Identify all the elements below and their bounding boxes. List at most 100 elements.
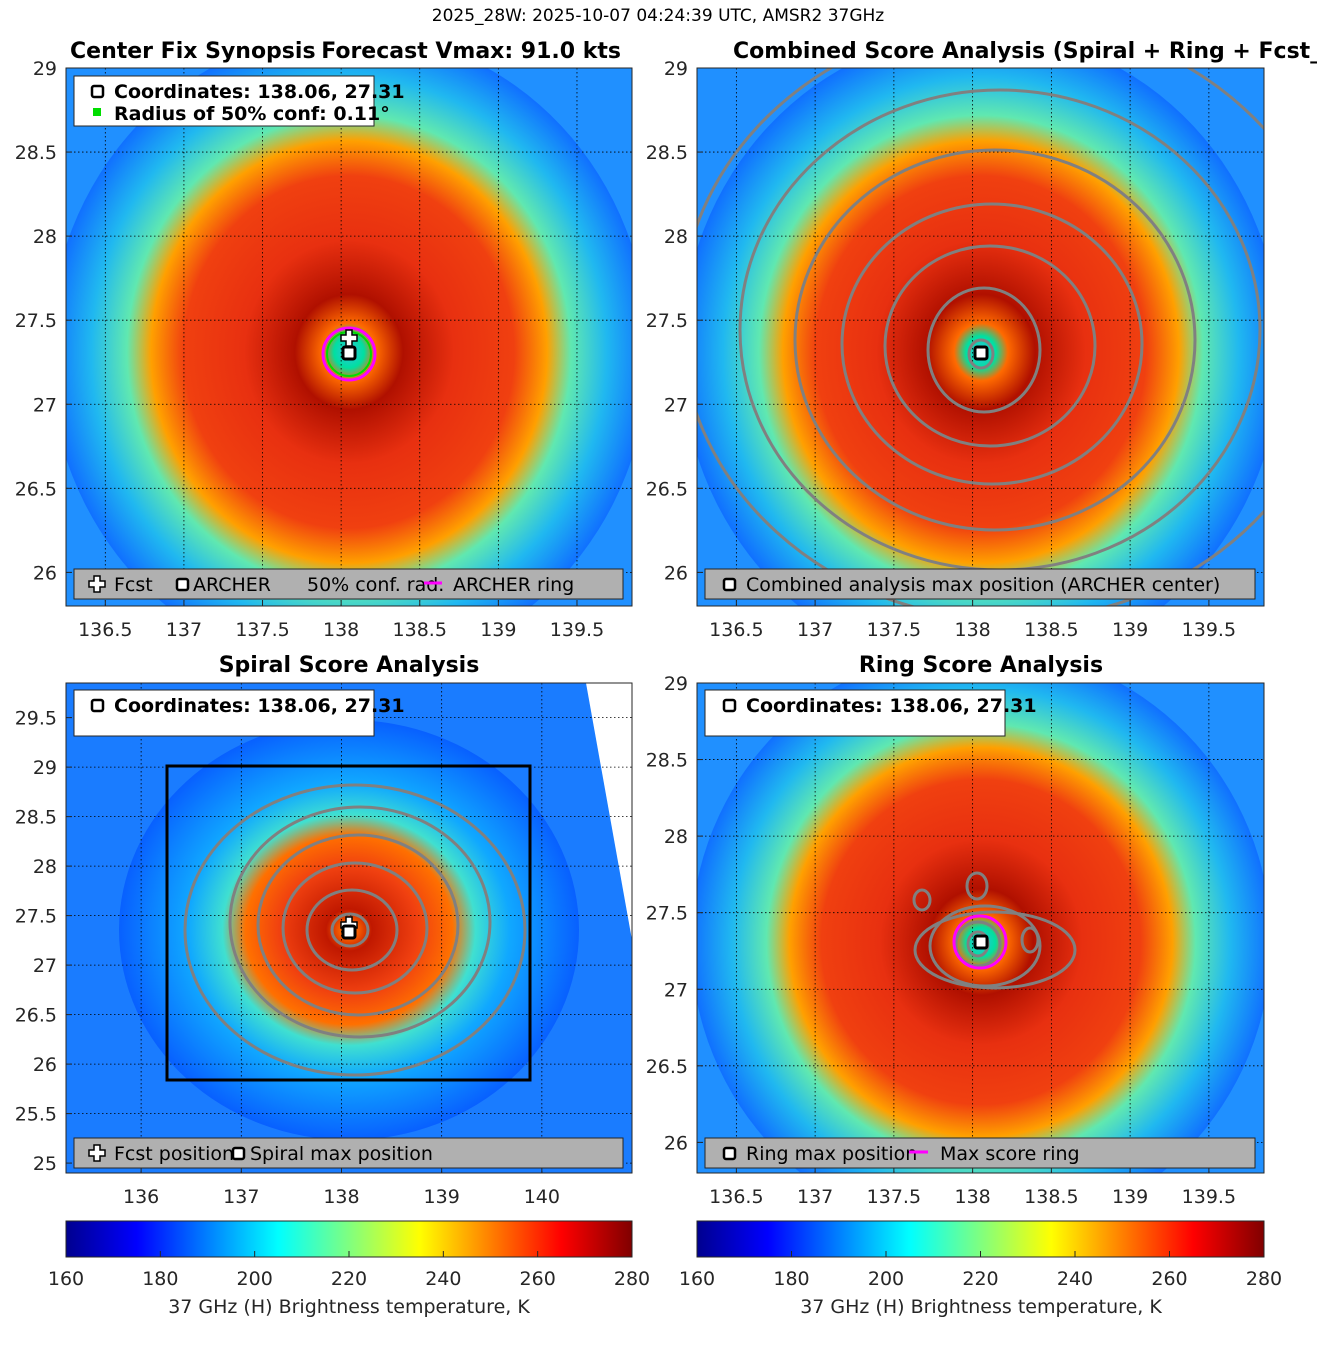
x-tick-label: 138.5 [1024, 1186, 1078, 1208]
spiral-panel: Spiral Score Analysis 136 137 138 139 140 25 2… [15, 653, 633, 1208]
legend-ring-max-label: Ring max position [746, 1143, 917, 1165]
spiral-search-box [165, 764, 532, 1082]
contour [913, 910, 1077, 990]
legend-archer-icon [175, 577, 190, 592]
contour [883, 244, 1097, 448]
y-tick-label: 26 [33, 1054, 57, 1076]
contour [281, 861, 429, 995]
y-tick-label: 26 [664, 562, 688, 584]
x-tick-label: 139 [480, 619, 516, 641]
colorbar-left-ticks: 160 180 200 220 240 260 280 [48, 1251, 650, 1290]
info-center-icon [90, 84, 105, 99]
ring-title: Ring Score Analysis [859, 653, 1103, 678]
contour [965, 871, 989, 901]
info-confidence-icon [93, 108, 101, 116]
colorbar-tick-label: 160 [48, 1268, 84, 1290]
contour [967, 338, 995, 370]
x-tick-label: 139.5 [1182, 1186, 1236, 1208]
contour [840, 202, 1144, 486]
synopsis-coordinates: Coordinates: 138.06, 27.31 [114, 81, 405, 103]
forecast-vmax-title: Forecast Vmax: 91.0 kts [321, 39, 621, 64]
contour [928, 904, 1042, 988]
synopsis-radius: Radius of 50% conf: 0.11° [114, 103, 390, 125]
ring-storm-field [697, 683, 1264, 1173]
combined-axis-ticks: 136.5 137 137.5 138 138.5 139 139.5 26 26.5 27 27.… [646, 58, 1236, 641]
synopsis-panel: Center Fix Synopsis Forecast Vmax: 91.0 … [15, 39, 633, 641]
contour [228, 805, 492, 1039]
combined-panel: Combined Score Analysis (Spiral + Ring +… [646, 39, 1317, 641]
contour [256, 833, 460, 1017]
ring-coordinates: Coordinates: 138.06, 27.31 [746, 695, 1037, 717]
y-tick-label: 28 [664, 826, 688, 848]
y-tick-label: 29 [33, 58, 57, 80]
y-tick-label: 25 [33, 1153, 57, 1175]
x-tick-label: 137 [166, 619, 202, 641]
y-tick-label: 29.5 [15, 708, 57, 730]
spiral-axis-ticks: 136 137 138 139 140 25 25.5 26 26.5 27 27.5 28 28.5 2… [15, 708, 560, 1208]
y-tick-label: 26.5 [15, 478, 57, 500]
y-tick-label: 28.5 [15, 807, 57, 829]
x-tick-label: 139 [1112, 619, 1148, 641]
spiral-legend [73, 1137, 624, 1169]
contour [912, 888, 932, 912]
spiral-info-box [73, 689, 375, 737]
y-tick-label: 28.5 [646, 142, 688, 164]
y-tick-label: 27 [33, 394, 57, 416]
colorbar-tick-label: 260 [520, 1268, 556, 1290]
x-tick-label: 137 [797, 1186, 833, 1208]
x-tick-label: 139.5 [550, 619, 604, 641]
legend-combined-label: Combined analysis max position (ARCHER c… [746, 574, 1220, 596]
colorbar-tick-label: 160 [679, 1268, 715, 1290]
x-tick-label: 139 [1112, 1186, 1148, 1208]
colorbar-tick-label: 260 [1151, 1268, 1187, 1290]
synopsis-info-box [73, 75, 375, 127]
y-tick-label: 28.5 [15, 142, 57, 164]
synopsis-legend [73, 568, 624, 600]
x-tick-label: 138.5 [393, 619, 447, 641]
y-tick-label: 27 [33, 955, 57, 977]
contour [305, 888, 399, 972]
contour [1020, 926, 1040, 954]
x-tick-label: 137.5 [867, 1186, 921, 1208]
colorbar-right-ticks: 160 180 200 220 240 260 280 [679, 1251, 1282, 1290]
legend-ring-max-icon [722, 1146, 737, 1161]
x-tick-label: 139 [424, 1186, 460, 1208]
spiral-contours [183, 783, 527, 1077]
colorbar-tick-label: 240 [1057, 1268, 1093, 1290]
spiral-center-marker [341, 924, 357, 940]
legend-conf-label: 50% conf. rad. [307, 574, 444, 596]
x-tick-label: 139.5 [1182, 619, 1236, 641]
legend-spiral-fcst-icon [88, 1144, 106, 1162]
legend-spiral-max-label: Spiral max position [250, 1143, 433, 1165]
y-tick-label: 26.5 [646, 478, 688, 500]
y-tick-label: 25.5 [15, 1104, 57, 1126]
spiral-swath-edge [586, 683, 632, 940]
legend-ring-score-label: Max score ring [940, 1143, 1080, 1165]
y-tick-label: 26.5 [646, 1056, 688, 1078]
ring-center-marker [973, 934, 989, 950]
y-tick-label: 27.5 [646, 903, 688, 925]
legend-fcst-icon [88, 575, 106, 593]
combined-legend [704, 568, 1256, 600]
y-tick-label: 27.5 [646, 310, 688, 332]
spiral-coordinates: Coordinates: 138.06, 27.31 [114, 695, 405, 717]
y-tick-label: 28.5 [646, 750, 688, 772]
legend-archer-label: ARCHER [193, 574, 271, 596]
legend-combined-icon [722, 577, 737, 592]
ring-info-icon [722, 698, 737, 713]
ring-contours [912, 871, 1077, 990]
spiral-title: Spiral Score Analysis [219, 653, 480, 678]
synopsis-axis-ticks: 136.5 137 137.5 138 138.5 139 139.5 26 26.5 27 27.… [15, 58, 604, 641]
combined-title: Combined Score Analysis (Spiral + Ring +… [733, 39, 1317, 64]
colorbar-tick-label: 280 [614, 1268, 650, 1290]
contour [793, 148, 1197, 532]
y-tick-label: 29 [664, 58, 688, 80]
y-tick-label: 27.5 [15, 310, 57, 332]
y-tick-label: 29 [33, 757, 57, 779]
contour [954, 920, 1002, 968]
y-tick-label: 26 [33, 562, 57, 584]
legend-spiral-fcst-label: Fcst position [114, 1143, 234, 1165]
y-tick-label: 27 [664, 394, 688, 416]
ring-info-box [704, 689, 1006, 737]
